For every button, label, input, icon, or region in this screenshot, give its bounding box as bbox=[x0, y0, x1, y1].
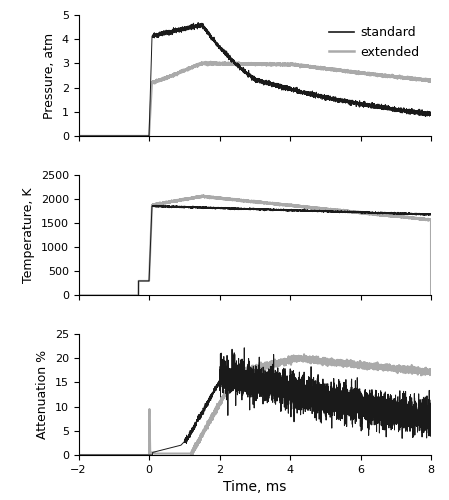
Y-axis label: Pressure, atm: Pressure, atm bbox=[43, 32, 56, 118]
Legend: standard, extended: standard, extended bbox=[325, 21, 425, 63]
Y-axis label: Temperature, K: Temperature, K bbox=[22, 187, 35, 283]
Y-axis label: Attenuation %: Attenuation % bbox=[36, 350, 49, 439]
X-axis label: Time, ms: Time, ms bbox=[223, 480, 286, 494]
